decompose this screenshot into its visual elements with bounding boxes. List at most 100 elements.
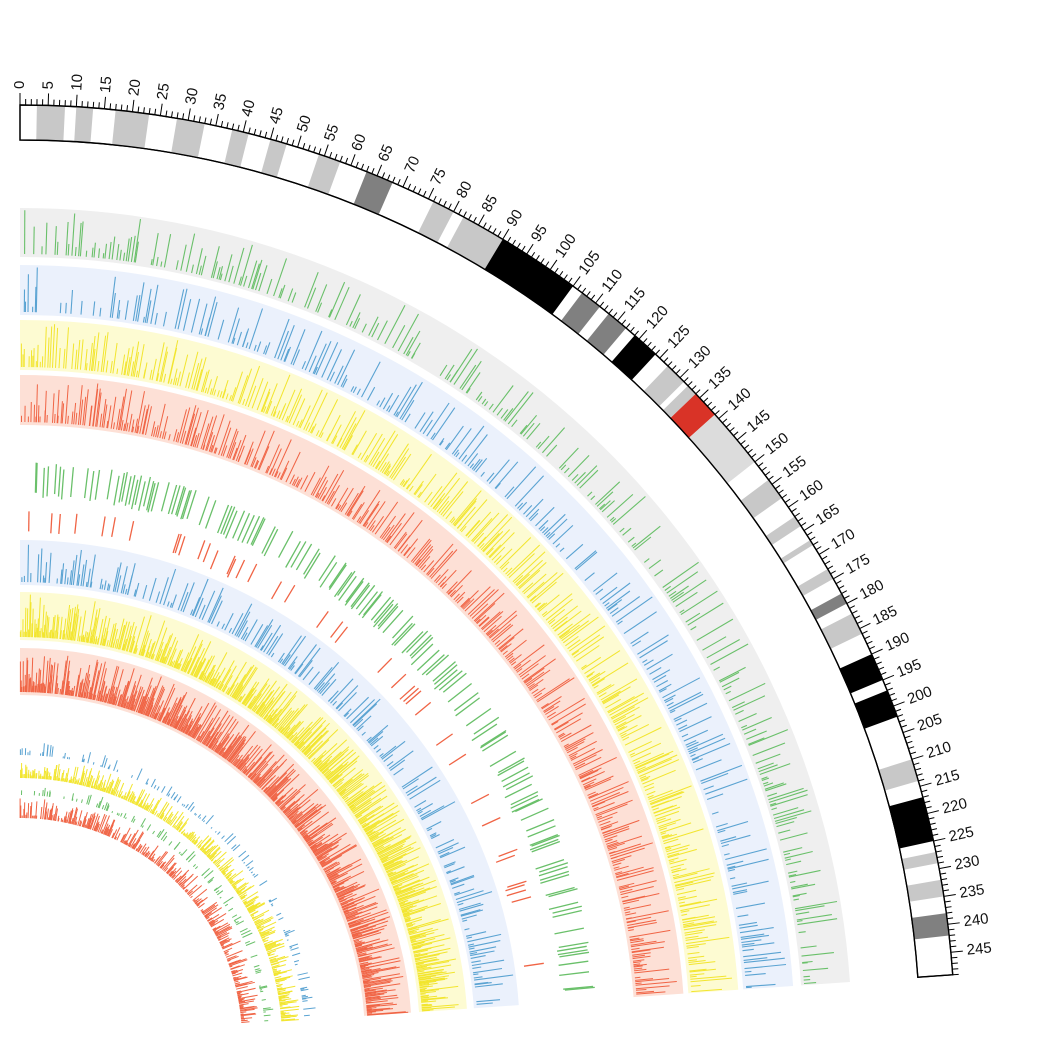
data-bar (439, 440, 444, 446)
data-bar (366, 1003, 397, 1008)
tile-segment (495, 854, 516, 863)
data-bar (475, 457, 488, 473)
data-bar (198, 845, 202, 849)
data-bar (581, 656, 602, 671)
tile-segment (405, 690, 422, 705)
data-bar (55, 614, 59, 639)
data-bar (216, 721, 239, 754)
data-bar (570, 747, 596, 761)
data-bar (169, 660, 173, 667)
data-bar (607, 692, 645, 714)
data-bar (180, 591, 189, 612)
tile-segment (338, 575, 357, 601)
minor-tick (878, 666, 885, 671)
data-bar (159, 643, 168, 663)
data-bar (48, 552, 52, 583)
major-tick (323, 144, 329, 157)
data-bar (156, 830, 162, 838)
data-bar (192, 864, 196, 868)
data-bar (363, 976, 404, 984)
data-bar (250, 624, 264, 645)
data-bar (336, 885, 358, 897)
cytoband (889, 797, 934, 849)
data-bar (78, 680, 83, 698)
data-bar (388, 750, 414, 770)
data-bar (420, 991, 436, 994)
data-bar (423, 560, 435, 573)
data-bar (232, 337, 236, 345)
data-bar (473, 592, 505, 622)
data-bar (648, 559, 662, 570)
data-bar (190, 656, 200, 676)
data-bar (211, 716, 234, 750)
data-bar (62, 778, 65, 782)
data-bar (427, 827, 433, 832)
data-bar (558, 733, 566, 739)
data-bar (684, 931, 703, 936)
tile-segment (160, 482, 170, 512)
data-bar (213, 675, 221, 688)
data-bar (411, 938, 436, 945)
data-bar (607, 835, 643, 848)
data-bar (611, 855, 632, 863)
data-bar (353, 939, 360, 943)
data-bar (219, 867, 224, 871)
data-bar (133, 352, 139, 377)
data-bar (364, 989, 376, 993)
data-bar (141, 696, 150, 715)
minor-tick (949, 939, 956, 942)
data-bar (103, 404, 108, 428)
data-bar (266, 635, 279, 655)
data-bar (225, 393, 229, 400)
data-bar (95, 821, 100, 832)
data-bar (443, 861, 456, 867)
data-bar (548, 533, 556, 540)
data-bar (612, 496, 646, 525)
data-bar (314, 661, 340, 691)
data-bar (385, 535, 392, 543)
data-bar (153, 705, 161, 720)
data-bar (409, 932, 435, 940)
data-bar (659, 827, 667, 831)
data-bar (108, 584, 111, 591)
data-bar (359, 957, 400, 967)
data-bar (133, 801, 137, 805)
data-bar (460, 909, 484, 917)
data-bar (664, 697, 674, 703)
data-bar (94, 332, 100, 372)
data-bar (475, 391, 483, 401)
data-bar (221, 870, 226, 874)
data-bar (418, 978, 448, 984)
data-bar (121, 621, 130, 651)
data-bar (662, 677, 701, 699)
data-bar (776, 821, 795, 828)
data-bar (348, 920, 357, 925)
tick-label: 195 (894, 656, 924, 681)
data-bar (612, 858, 625, 864)
data-bar (347, 912, 371, 922)
data-bar (254, 777, 259, 784)
data-bar (643, 558, 650, 563)
data-bar (90, 693, 93, 700)
data-bar (177, 288, 188, 330)
data-bar (276, 983, 283, 987)
data-bar (228, 870, 244, 882)
data-bar (418, 978, 446, 984)
data-bar (375, 434, 399, 470)
data-bar (363, 455, 369, 462)
data-bar (406, 924, 414, 928)
data-bar (372, 838, 384, 846)
data-bar (347, 785, 375, 806)
data-bar (743, 957, 785, 964)
data-bar (223, 896, 234, 905)
data-bar (214, 925, 230, 935)
minor-tick (815, 546, 822, 551)
data-bar (595, 803, 628, 817)
data-bar (683, 729, 709, 742)
minor-tick (98, 102, 100, 109)
data-bar (739, 924, 758, 929)
data-bar (200, 371, 208, 393)
data-bar (418, 977, 445, 983)
minor-tick (176, 112, 179, 119)
data-bar (273, 722, 279, 728)
